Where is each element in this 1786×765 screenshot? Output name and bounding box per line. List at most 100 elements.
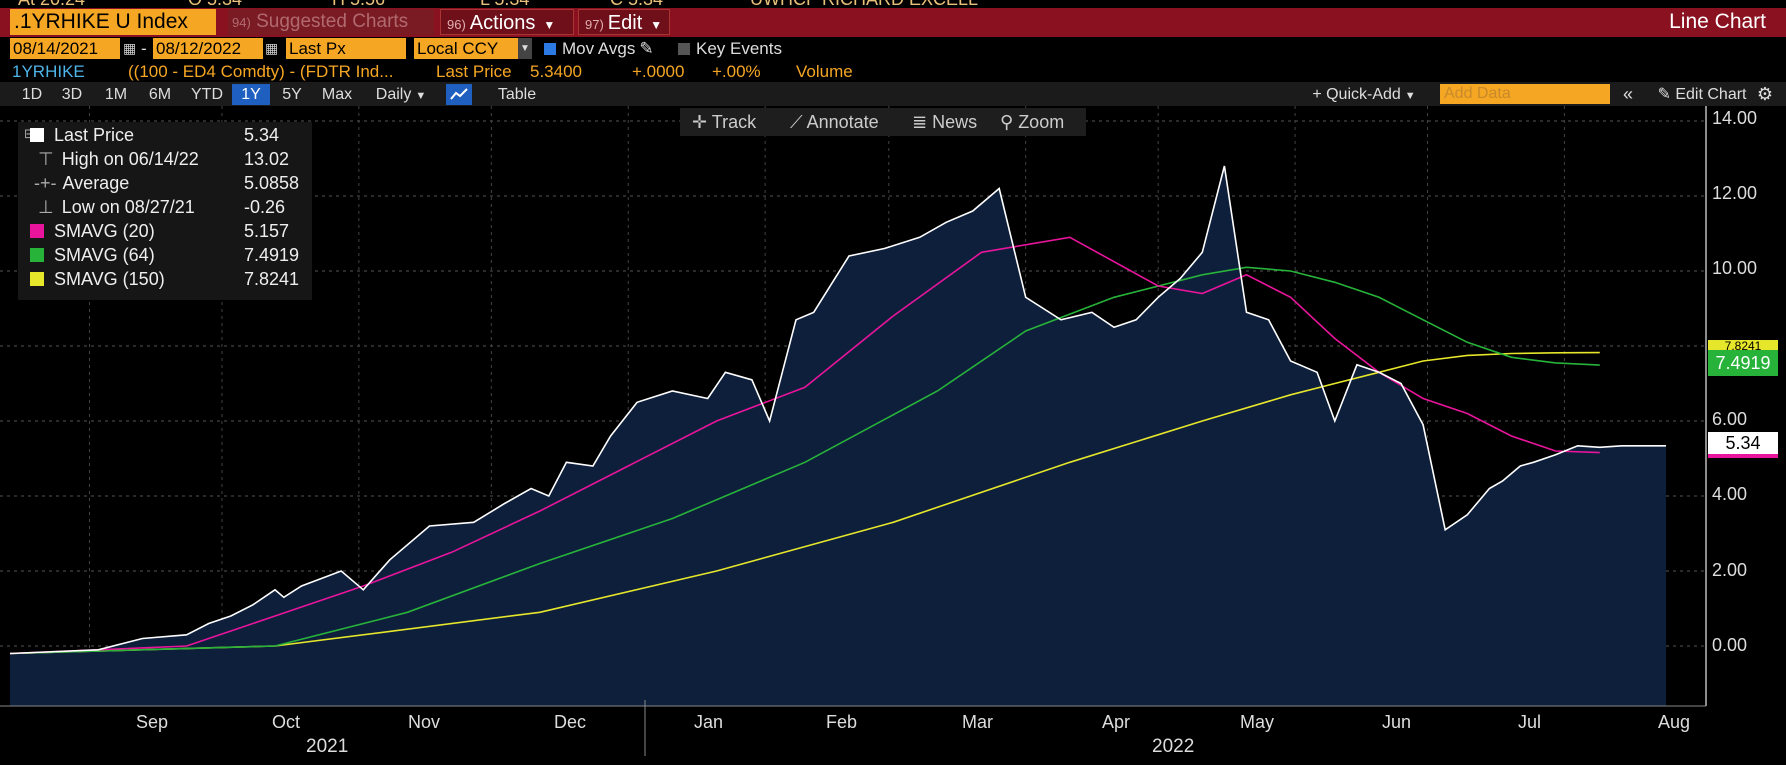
legend-label: High on 06/14/22 <box>61 149 199 169</box>
start-date-field[interactable]: 08/14/2021 <box>10 38 120 59</box>
legend-label: Low on 08/27/21 <box>61 197 195 217</box>
x-tick-label: Feb <box>826 712 858 732</box>
security-formula: ((100 - ED4 Comdty) - (FDTR Ind... <box>128 62 394 81</box>
end-date-field[interactable]: 08/12/2022 <box>153 38 263 59</box>
legend-value: 5.0858 <box>244 173 300 193</box>
quote-item: At 20.24 <box>18 0 85 8</box>
suggested-charts-menu[interactable]: 94) Suggested Charts <box>228 9 434 35</box>
range-ytd-button[interactable]: YTD <box>191 86 223 103</box>
track-button[interactable]: ✛ Track <box>692 108 756 136</box>
legend-value: -0.26 <box>244 197 286 217</box>
security-ticker: 1YRHIKE <box>12 62 85 81</box>
x-tick-label: Nov <box>408 712 441 732</box>
legend-label: Last Price <box>54 125 135 145</box>
year-label: 2021 <box>306 736 349 757</box>
high-marker-icon: ⊤ <box>38 149 54 169</box>
mov-avgs-toggle[interactable]: Mov Avgs ✎ <box>544 38 654 59</box>
calendar-icon[interactable]: ▦ <box>265 40 279 56</box>
edit-menu[interactable]: 97) Edit ▼ <box>578 9 670 35</box>
ticker-field[interactable]: .1YRHIKE U Index <box>10 9 216 35</box>
chevron-down-icon: ▼ <box>650 18 663 32</box>
frequency-select[interactable]: Daily ▼ <box>366 84 436 105</box>
annotate-icon: ⟋ <box>790 112 807 132</box>
gear-icon[interactable]: ⚙ <box>1756 84 1774 104</box>
quote-strip: At 20.24 O 5.34 H 5.56 L 5.34 C 5.34 UWH… <box>0 0 1786 8</box>
quick-add-label: + Quick-Add <box>1312 86 1401 103</box>
add-data-input[interactable]: Add Data <box>1440 84 1610 104</box>
y-tick-label: 10.00 <box>1712 258 1758 278</box>
magnifier-icon: ⚲ <box>1000 112 1019 132</box>
pencil-icon[interactable]: ✎ <box>639 39 654 58</box>
chevron-down-icon[interactable]: ▼ <box>518 38 532 59</box>
quote-item: UWHCF RICHARD EXCELL <box>750 0 978 8</box>
x-tick-label: May <box>1240 712 1275 732</box>
legend-sma20: SMAVG (20) <box>30 219 155 243</box>
legend-swatch <box>30 224 44 238</box>
collapse-icon[interactable]: « <box>1622 84 1633 104</box>
range-1m-button[interactable]: 1M <box>104 86 128 103</box>
low-marker-icon: ⊥ <box>38 197 54 217</box>
legend-label: SMAVG (20) <box>54 221 155 241</box>
quote-item: O 5.34 <box>188 0 242 8</box>
x-tick-label: Sep <box>136 712 169 732</box>
menu-number: 94) <box>232 15 251 30</box>
frequency-label: Daily <box>375 86 412 103</box>
crosshair-icon: ✛ <box>692 112 712 132</box>
legend-value: 7.4919 <box>244 245 300 265</box>
price-change: +.0000 <box>632 62 685 81</box>
calendar-icon[interactable]: ▦ <box>123 40 137 56</box>
x-tick-label: Jun <box>1382 712 1412 732</box>
legend-swatch <box>30 248 44 262</box>
legend-label: SMAVG (64) <box>54 245 155 265</box>
range-5y-button[interactable]: 5Y <box>282 86 302 103</box>
key-events-toggle[interactable]: Key Events <box>678 38 782 59</box>
menu-label: Edit <box>607 12 643 34</box>
quick-add-button[interactable]: + Quick-Add ▼ <box>1304 84 1424 105</box>
news-button[interactable]: ≣ News <box>912 108 977 136</box>
range-1y-button[interactable]: 1Y <box>232 84 270 105</box>
zoom-button[interactable]: ⚲ Zoom <box>1000 108 1064 136</box>
last-price-label: Last Price <box>436 62 512 81</box>
range-max-button[interactable]: Max <box>321 86 353 103</box>
volume-label: Volume <box>796 62 853 81</box>
checkbox-checked-icon <box>544 43 556 55</box>
range-1d-button[interactable]: 1D <box>21 86 43 103</box>
legend-sma64: SMAVG (64) <box>30 243 155 267</box>
chevron-down-icon: ▼ <box>415 90 427 102</box>
price-chart[interactable] <box>0 106 1786 765</box>
sma150-line <box>9 351 1600 655</box>
annotate-button[interactable]: ⟋ Annotate <box>790 108 879 136</box>
currency-select[interactable]: Local CCY <box>414 38 518 59</box>
x-tick-label: Apr <box>1102 712 1131 732</box>
y-tick-label: 12.00 <box>1712 183 1758 203</box>
chart-type-title: Line Chart <box>1669 10 1766 33</box>
price-line <box>9 165 1666 655</box>
date-separator: - <box>141 39 147 58</box>
range-3d-button[interactable]: 3D <box>61 86 83 103</box>
actions-menu[interactable]: 96) Actions ▼ <box>440 9 574 35</box>
legend-value: 7.8241 <box>244 269 300 289</box>
legend-swatch <box>30 128 44 142</box>
x-tick-label: Aug <box>1658 712 1691 732</box>
collapse-legend-icon[interactable]: ⊟ <box>24 126 35 142</box>
line-chart-icon[interactable] <box>446 84 472 105</box>
edit-chart-button[interactable]: ✎ Edit Chart <box>1644 84 1760 105</box>
x-tick-label: Jul <box>1518 712 1542 732</box>
legend-label: Average <box>62 173 130 193</box>
menu-number: 97) <box>585 17 604 32</box>
legend-value: 5.34 <box>244 125 280 145</box>
mov-avgs-label: Mov Avgs <box>562 39 636 58</box>
track-label: Track <box>711 112 757 132</box>
range-6m-button[interactable]: 6M <box>148 86 172 103</box>
y-tick-label: 6.00 <box>1712 409 1748 429</box>
menu-label: Actions <box>469 12 536 34</box>
x-tick-label: Oct <box>272 712 301 732</box>
y-tick-label: 2.00 <box>1712 560 1748 580</box>
legend-low: ⊥ Low on 08/27/21 <box>30 195 195 219</box>
key-events-label: Key Events <box>696 39 782 58</box>
chart-tools-bar <box>680 108 1086 136</box>
x-tick-label: Jan <box>694 712 724 732</box>
price-field-select[interactable]: Last Px <box>286 38 406 59</box>
table-button[interactable]: Table <box>497 86 537 103</box>
y-tick-label: 0.00 <box>1712 635 1748 655</box>
